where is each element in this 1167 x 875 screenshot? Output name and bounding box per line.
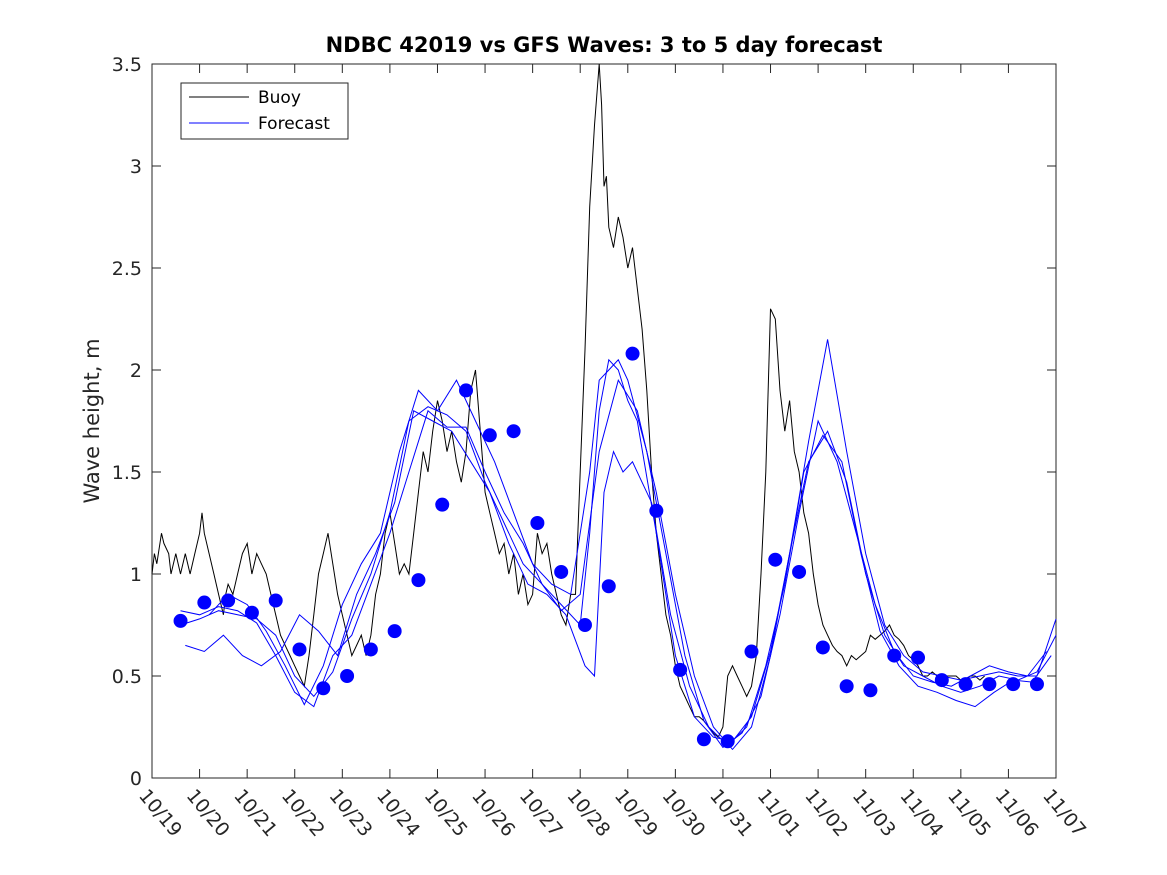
forecast-marker: [673, 662, 688, 677]
forecast-marker: [435, 497, 450, 512]
legend: Buoy Forecast: [180, 82, 349, 140]
forecast-marker: [530, 516, 545, 530]
forecast-marker: [1006, 677, 1021, 692]
y-tick-label: 2: [130, 360, 142, 382]
forecast-marker: [340, 669, 355, 683]
forecast-marker: [459, 383, 474, 398]
forecast-marker: [649, 503, 664, 518]
forecast-marker: [221, 593, 236, 608]
forecast-marker: [934, 673, 949, 688]
forecast-marker: [316, 681, 331, 696]
forecast-marker: [768, 552, 783, 567]
y-axis-ticks: 0 0.5 1 1.5 2 2.5 3 3.5: [112, 54, 1056, 790]
forecast-marker: [554, 564, 569, 579]
buoy-line: [151, 63, 985, 739]
forecast-line-4: [180, 339, 1057, 751]
forecast-marker: [792, 564, 807, 579]
chart-title: NDBC 42019 vs GFS Waves: 3 to 5 day fore…: [326, 33, 883, 57]
forecast-marker: [696, 732, 711, 747]
forecast-marker: [839, 679, 854, 694]
y-tick-label: 0: [130, 768, 142, 790]
forecast-marker: [601, 579, 616, 594]
forecast-marker: [577, 618, 592, 632]
y-tick-label: 0.5: [112, 666, 142, 688]
forecast-marker: [887, 648, 902, 663]
forecast-marker: [958, 677, 973, 692]
forecast-marker: [197, 595, 212, 610]
y-tick-label: 1: [130, 564, 142, 586]
forecast-marker: [863, 683, 878, 698]
forecast-marker: [720, 734, 735, 749]
forecast-marker: [173, 613, 188, 628]
y-tick-label: 3: [130, 156, 142, 178]
forecast-marker: [292, 642, 307, 657]
plot-lines: [151, 63, 1057, 751]
forecast-marker: [815, 640, 830, 655]
forecast-marker: [1029, 677, 1044, 692]
legend-box: [180, 82, 349, 140]
forecast-marker: [482, 428, 497, 443]
forecast-marker: [911, 650, 926, 665]
forecast-line-2: [185, 410, 1052, 747]
y-tick-label: 1.5: [112, 462, 142, 484]
forecast-marker: [411, 573, 426, 588]
plot-markers: [173, 346, 1044, 749]
legend-forecast-label: Forecast: [258, 114, 330, 134]
forecast-line-3: [208, 358, 1047, 749]
forecast-marker: [244, 605, 259, 620]
forecast-marker: [506, 424, 521, 439]
forecast-marker: [363, 642, 378, 657]
legend-buoy-label: Buoy: [258, 88, 301, 108]
forecast-marker: [744, 644, 759, 659]
forecast-marker: [268, 593, 283, 608]
forecast-marker: [387, 624, 402, 639]
forecast-marker: [982, 677, 997, 692]
y-tick-label: 3.5: [112, 54, 142, 76]
y-axis-label: Wave height, m: [80, 338, 104, 503]
forecast-marker: [625, 346, 640, 361]
y-tick-label: 2.5: [112, 258, 142, 280]
